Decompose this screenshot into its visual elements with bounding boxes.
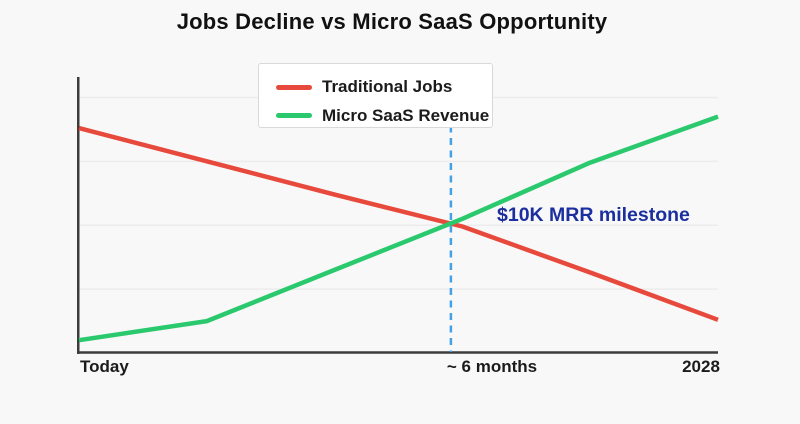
micro-saas-revenue-line [78, 114, 719, 343]
traditional-jobs-line [78, 125, 719, 322]
legend-label-micro-saas-revenue: Micro SaaS Revenue [322, 105, 490, 125]
x-tick-today: Today [80, 357, 129, 376]
legend-line-swatch-green [276, 113, 312, 119]
x-tick-2028: 2028 [682, 357, 720, 376]
legend-label-traditional-jobs: Traditional Jobs [322, 77, 453, 97]
chart-legend: Traditional Jobs Micro SaaS Revenue [258, 63, 493, 128]
legend-item-micro-saas-revenue: Micro SaaS Revenue [276, 105, 492, 128]
chart-title: Jobs Decline vs Micro SaaS Opportunity [176, 9, 608, 34]
x-tick-6-months: ~ 6 months [446, 357, 538, 376]
milestone-annotation: $10K MRR milestone [497, 204, 690, 226]
legend-item-traditional-jobs: Traditional Jobs [276, 76, 492, 99]
legend-line-swatch-red [276, 84, 312, 90]
